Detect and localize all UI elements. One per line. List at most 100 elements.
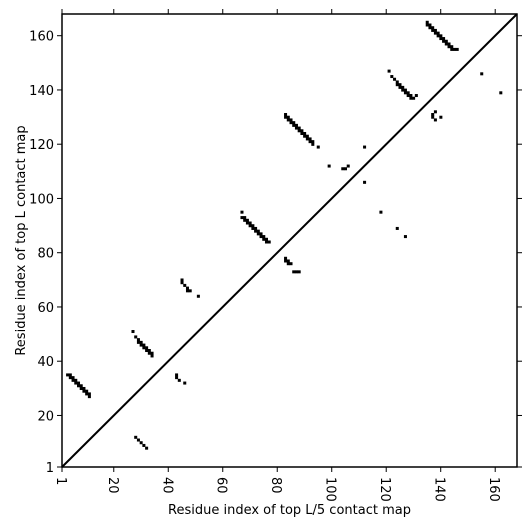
contact-point-top-l (262, 237, 266, 241)
contact-point-top-l (444, 42, 448, 46)
contact-point-top-l (131, 330, 135, 334)
contact-point-top-l (395, 83, 399, 87)
contact-point-top-l (82, 386, 86, 390)
contact-point-top-l5 (134, 435, 138, 439)
contact-point-top-l (251, 224, 255, 228)
contact-point-top-l (294, 123, 298, 127)
x-tick-label: 80 (268, 477, 283, 494)
plot-frame (61, 13, 518, 468)
contact-point-top-l (286, 115, 290, 119)
contact-point-top-l (363, 180, 367, 184)
contact-point-top-l (341, 167, 345, 171)
contact-point-top-l (139, 343, 143, 347)
y-tick-label: 120 (29, 138, 54, 153)
contact-point-top-l (442, 39, 446, 43)
contact-point-top-l (87, 395, 91, 399)
contact-point-top-l (431, 28, 435, 32)
contact-point-top-l (433, 28, 437, 32)
contact-point-top-l (305, 134, 309, 138)
contact-point-top-l5 (136, 438, 140, 442)
contact-point-top-l (303, 134, 307, 138)
contact-point-top-l (387, 69, 391, 73)
contact-point-top-l (439, 115, 443, 119)
y-tick-label: 140 (29, 84, 54, 99)
contact-point-top-l (442, 37, 446, 41)
diagonal-line (61, 13, 518, 468)
contact-point-top-l (150, 351, 154, 355)
x-tick-label: 160 (486, 477, 501, 502)
contact-point-top-l (431, 113, 435, 117)
contact-point-top-l (436, 31, 440, 35)
contact-point-top-l (308, 140, 312, 144)
contact-point-top-l (240, 216, 244, 220)
contact-point-top-l (82, 389, 86, 393)
contact-point-top-l (403, 91, 407, 95)
contact-point-top-l (428, 23, 432, 27)
contact-point-top-l (245, 218, 249, 222)
y-tick-label: 80 (37, 247, 54, 262)
contact-point-top-l (311, 140, 315, 144)
contact-point-top-l (254, 229, 258, 233)
contact-point-top-l (289, 262, 293, 266)
contact-point-top-l (248, 224, 252, 228)
contact-point-top-l (284, 113, 288, 117)
contact-point-top-l (286, 118, 290, 122)
contact-point-top-l (136, 338, 140, 342)
contact-point-top-l (395, 226, 399, 230)
contact-point-top-l (439, 34, 443, 38)
contact-point-top-l (412, 96, 416, 100)
x-tick-label: 20 (105, 477, 120, 494)
contact-point-top-l (450, 45, 454, 49)
x-axis-label: Residue index of top L/5 contact map (168, 503, 411, 518)
contact-point-top-l (256, 232, 260, 236)
contact-point-top-l (439, 37, 443, 41)
contact-point-top-l (175, 376, 179, 380)
contact-point-top-l (300, 129, 304, 133)
contact-point-top-l (180, 281, 184, 285)
contact-point-top-l (196, 294, 200, 298)
contact-point-top-l5 (145, 446, 149, 450)
contact-point-top-l (243, 218, 247, 222)
contact-point-top-l (297, 126, 301, 130)
contact-point-top-l (292, 270, 296, 274)
contact-point-top-l (390, 75, 394, 79)
contact-point-top-l (145, 349, 149, 353)
contact-point-top-l (346, 164, 350, 168)
contact-point-top-l (134, 335, 138, 339)
contact-point-top-l (297, 129, 301, 133)
contact-point-top-l (409, 94, 413, 98)
contact-point-top-l (264, 237, 268, 241)
contact-point-top-l5 (139, 441, 143, 445)
contact-point-top-l (185, 289, 189, 293)
contact-point-top-l (256, 229, 260, 233)
contact-point-top-l (147, 351, 151, 355)
contact-point-top-l (294, 270, 298, 274)
contact-point-top-l (292, 123, 296, 127)
contact-point-top-l (436, 34, 440, 38)
contact-point-top-l (147, 349, 151, 353)
contact-point-top-l (289, 118, 293, 122)
contact-point-top-l (76, 381, 81, 385)
contact-point-top-l (87, 392, 91, 396)
contact-point-top-l (433, 118, 437, 122)
contact-point-top-l (267, 240, 271, 244)
y-tick-label: 100 (29, 192, 54, 207)
contact-point-top-l (76, 384, 81, 388)
contact-point-top-l (66, 373, 70, 377)
contact-point-top-l (71, 376, 75, 380)
contact-point-top-l (311, 142, 315, 146)
contact-point-top-l (254, 226, 258, 230)
contact-point-top-l (401, 88, 405, 92)
x-tick-label: 40 (159, 477, 174, 494)
contact-point-top-l (286, 259, 290, 263)
contact-point-top-l (431, 26, 435, 30)
contact-point-top-l (74, 381, 78, 385)
contact-point-top-l (452, 47, 456, 51)
y-tick-label: 160 (29, 30, 54, 45)
contact-point-top-l (398, 85, 402, 89)
x-tick-label: 120 (377, 477, 392, 502)
contact-point-top-l (455, 47, 459, 51)
contact-point-top-l (450, 47, 454, 51)
contact-point-top-l (447, 45, 451, 49)
